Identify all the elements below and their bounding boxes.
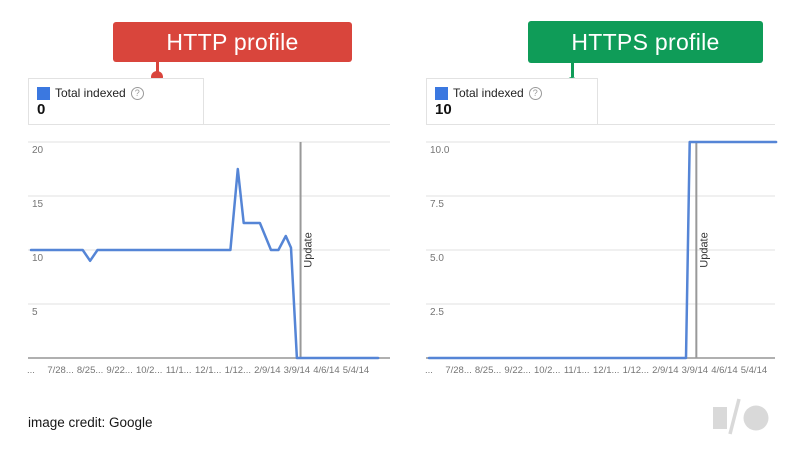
svg-text:1/12...: 1/12... <box>623 365 649 376</box>
io-logo-i-block <box>713 407 727 429</box>
https-indexed-chart: 10.0 7.5 5.0 2.5... 7/28... 8/25... 9/22... 10/… <box>425 140 778 376</box>
https-panel-header: Total indexed ? 10 <box>426 78 775 125</box>
total-indexed-label: Total indexed <box>55 86 126 100</box>
https-profile-callout-label: HTTPS profile <box>571 28 720 55</box>
svg-text:9/22...: 9/22... <box>504 365 530 376</box>
io-logo-slash <box>728 398 741 435</box>
svg-text:15: 15 <box>32 199 44 210</box>
help-icon[interactable]: ? <box>130 86 144 100</box>
svg-text:8/25...: 8/25... <box>77 365 103 376</box>
http-profile-callout-label: HTTP profile <box>166 28 299 55</box>
total-indexed-label: Total indexed <box>453 86 524 100</box>
svg-text:9/22...: 9/22... <box>106 365 132 376</box>
svg-text:12/1...: 12/1... <box>195 365 221 376</box>
svg-text:...: ... <box>27 365 35 376</box>
svg-text:10: 10 <box>32 253 44 264</box>
image-credit-text: image credit: Google <box>28 415 153 430</box>
svg-text:12/1...: 12/1... <box>593 365 619 376</box>
svg-text:10/2...: 10/2... <box>534 365 560 376</box>
svg-text:8/25...: 8/25... <box>475 365 501 376</box>
https-callout-pointer-stem <box>570 63 574 77</box>
http-indexed-chart: 20 15 10 5... 7/28... 8/25... 9/22... 10/2... 11… <box>27 141 390 376</box>
http-profile-callout: HTTP profile <box>113 22 352 62</box>
svg-text:2/9/14: 2/9/14 <box>254 365 280 376</box>
svg-text:10/2...: 10/2... <box>136 365 162 376</box>
svg-text:7/28...: 7/28... <box>47 365 73 376</box>
total-indexed-value: 10 <box>435 101 452 118</box>
svg-text:...: ... <box>425 365 433 376</box>
svg-text:10.0: 10.0 <box>430 145 450 156</box>
https-profile-callout: HTTPS profile <box>528 21 763 63</box>
svg-text:1/12...: 1/12... <box>225 365 251 376</box>
svg-text:Update: Update <box>698 232 710 267</box>
svg-text:11/1...: 11/1... <box>564 365 590 376</box>
svg-text:2.5: 2.5 <box>430 307 444 318</box>
svg-text:5/4/14: 5/4/14 <box>343 365 369 376</box>
total-indexed-swatch-icon <box>435 86 448 100</box>
google-io-logo <box>713 398 769 435</box>
svg-text:11/1...: 11/1... <box>166 365 192 376</box>
svg-text:7/28...: 7/28... <box>445 365 471 376</box>
total-indexed-value: 0 <box>37 101 46 118</box>
https-legend-card: Total indexed ? 10 <box>426 78 598 124</box>
total-indexed-swatch-icon <box>37 86 50 100</box>
svg-text:2/9/14: 2/9/14 <box>652 365 678 376</box>
io-logo-o-circle <box>743 405 769 431</box>
svg-text:5: 5 <box>32 307 38 318</box>
svg-text:7.5: 7.5 <box>430 199 444 210</box>
help-icon[interactable]: ? <box>528 86 542 100</box>
svg-text:4/6/14: 4/6/14 <box>313 365 339 376</box>
svg-text:5/4/14: 5/4/14 <box>741 365 767 376</box>
http-callout-pointer-stem <box>155 62 159 73</box>
svg-text:20: 20 <box>32 145 44 156</box>
svg-text:4/6/14: 4/6/14 <box>711 365 737 376</box>
svg-text:3/9/14: 3/9/14 <box>284 365 310 376</box>
svg-text:5.0: 5.0 <box>430 253 444 264</box>
svg-text:3/9/14: 3/9/14 <box>682 365 708 376</box>
http-panel-header: Total indexed ? 0 <box>28 78 390 125</box>
http-legend-card: Total indexed ? 0 <box>28 78 204 124</box>
svg-text:Update: Update <box>303 232 315 267</box>
